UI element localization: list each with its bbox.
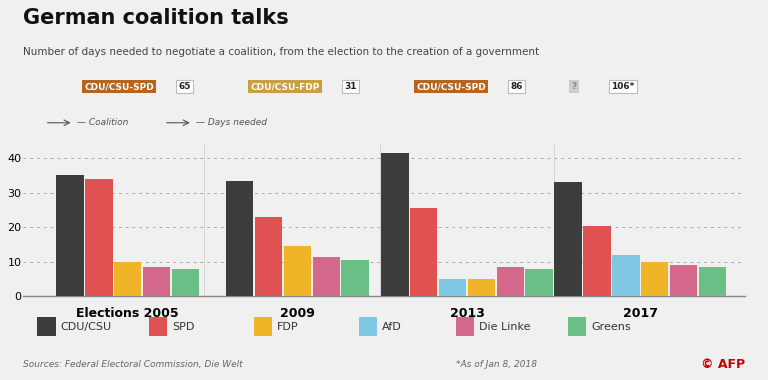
Text: AfD: AfD [382, 322, 402, 332]
Bar [410, 208, 438, 296]
Text: 86: 86 [511, 82, 523, 91]
Bar [612, 255, 640, 296]
Text: Die Linke: Die Linke [479, 322, 531, 332]
Bar [38, 317, 55, 336]
Bar [583, 226, 611, 296]
Bar [359, 317, 377, 336]
Bar [283, 246, 311, 296]
Text: CDU/CSU: CDU/CSU [61, 322, 111, 332]
Bar [497, 267, 524, 296]
Text: CDU/CSU-SPD: CDU/CSU-SPD [84, 82, 154, 91]
Text: Number of days needed to negotiate a coalition, from the election to the creatio: Number of days needed to negotiate a coa… [23, 47, 539, 57]
Text: German coalition talks: German coalition talks [23, 8, 289, 28]
Text: SPD: SPD [173, 322, 195, 332]
Text: Greens: Greens [591, 322, 631, 332]
Bar [149, 317, 167, 336]
Bar [568, 317, 586, 336]
Bar [226, 180, 253, 296]
Bar [56, 176, 84, 296]
Bar [381, 153, 409, 296]
Bar [439, 279, 466, 296]
Bar [172, 269, 199, 296]
Text: *As of Jan 8, 2018: *As of Jan 8, 2018 [456, 360, 537, 369]
Text: CDU/CSU-FDP: CDU/CSU-FDP [250, 82, 319, 91]
Bar [456, 317, 475, 336]
Bar [255, 217, 282, 296]
Text: 65: 65 [178, 82, 190, 91]
Text: FDP: FDP [277, 322, 299, 332]
Text: CDU/CSU-SPD: CDU/CSU-SPD [416, 82, 486, 91]
Bar [114, 262, 141, 296]
Text: 31: 31 [344, 82, 357, 91]
Bar [554, 182, 582, 296]
Bar [468, 279, 495, 296]
Bar [525, 269, 553, 296]
Bar [699, 267, 727, 296]
Text: Sources: Federal Electoral Commission, Die Welt: Sources: Federal Electoral Commission, D… [23, 360, 243, 369]
Bar [85, 179, 113, 296]
Bar [313, 256, 340, 296]
Text: — Days needed: — Days needed [197, 118, 267, 127]
Text: © AFP: © AFP [701, 358, 745, 371]
Text: — Coalition: — Coalition [77, 118, 128, 127]
Bar [254, 317, 272, 336]
Text: 106*: 106* [611, 82, 635, 91]
Text: ?: ? [571, 82, 577, 91]
Bar [342, 260, 369, 296]
Bar [143, 267, 170, 296]
Bar [670, 265, 697, 296]
Bar [641, 262, 668, 296]
